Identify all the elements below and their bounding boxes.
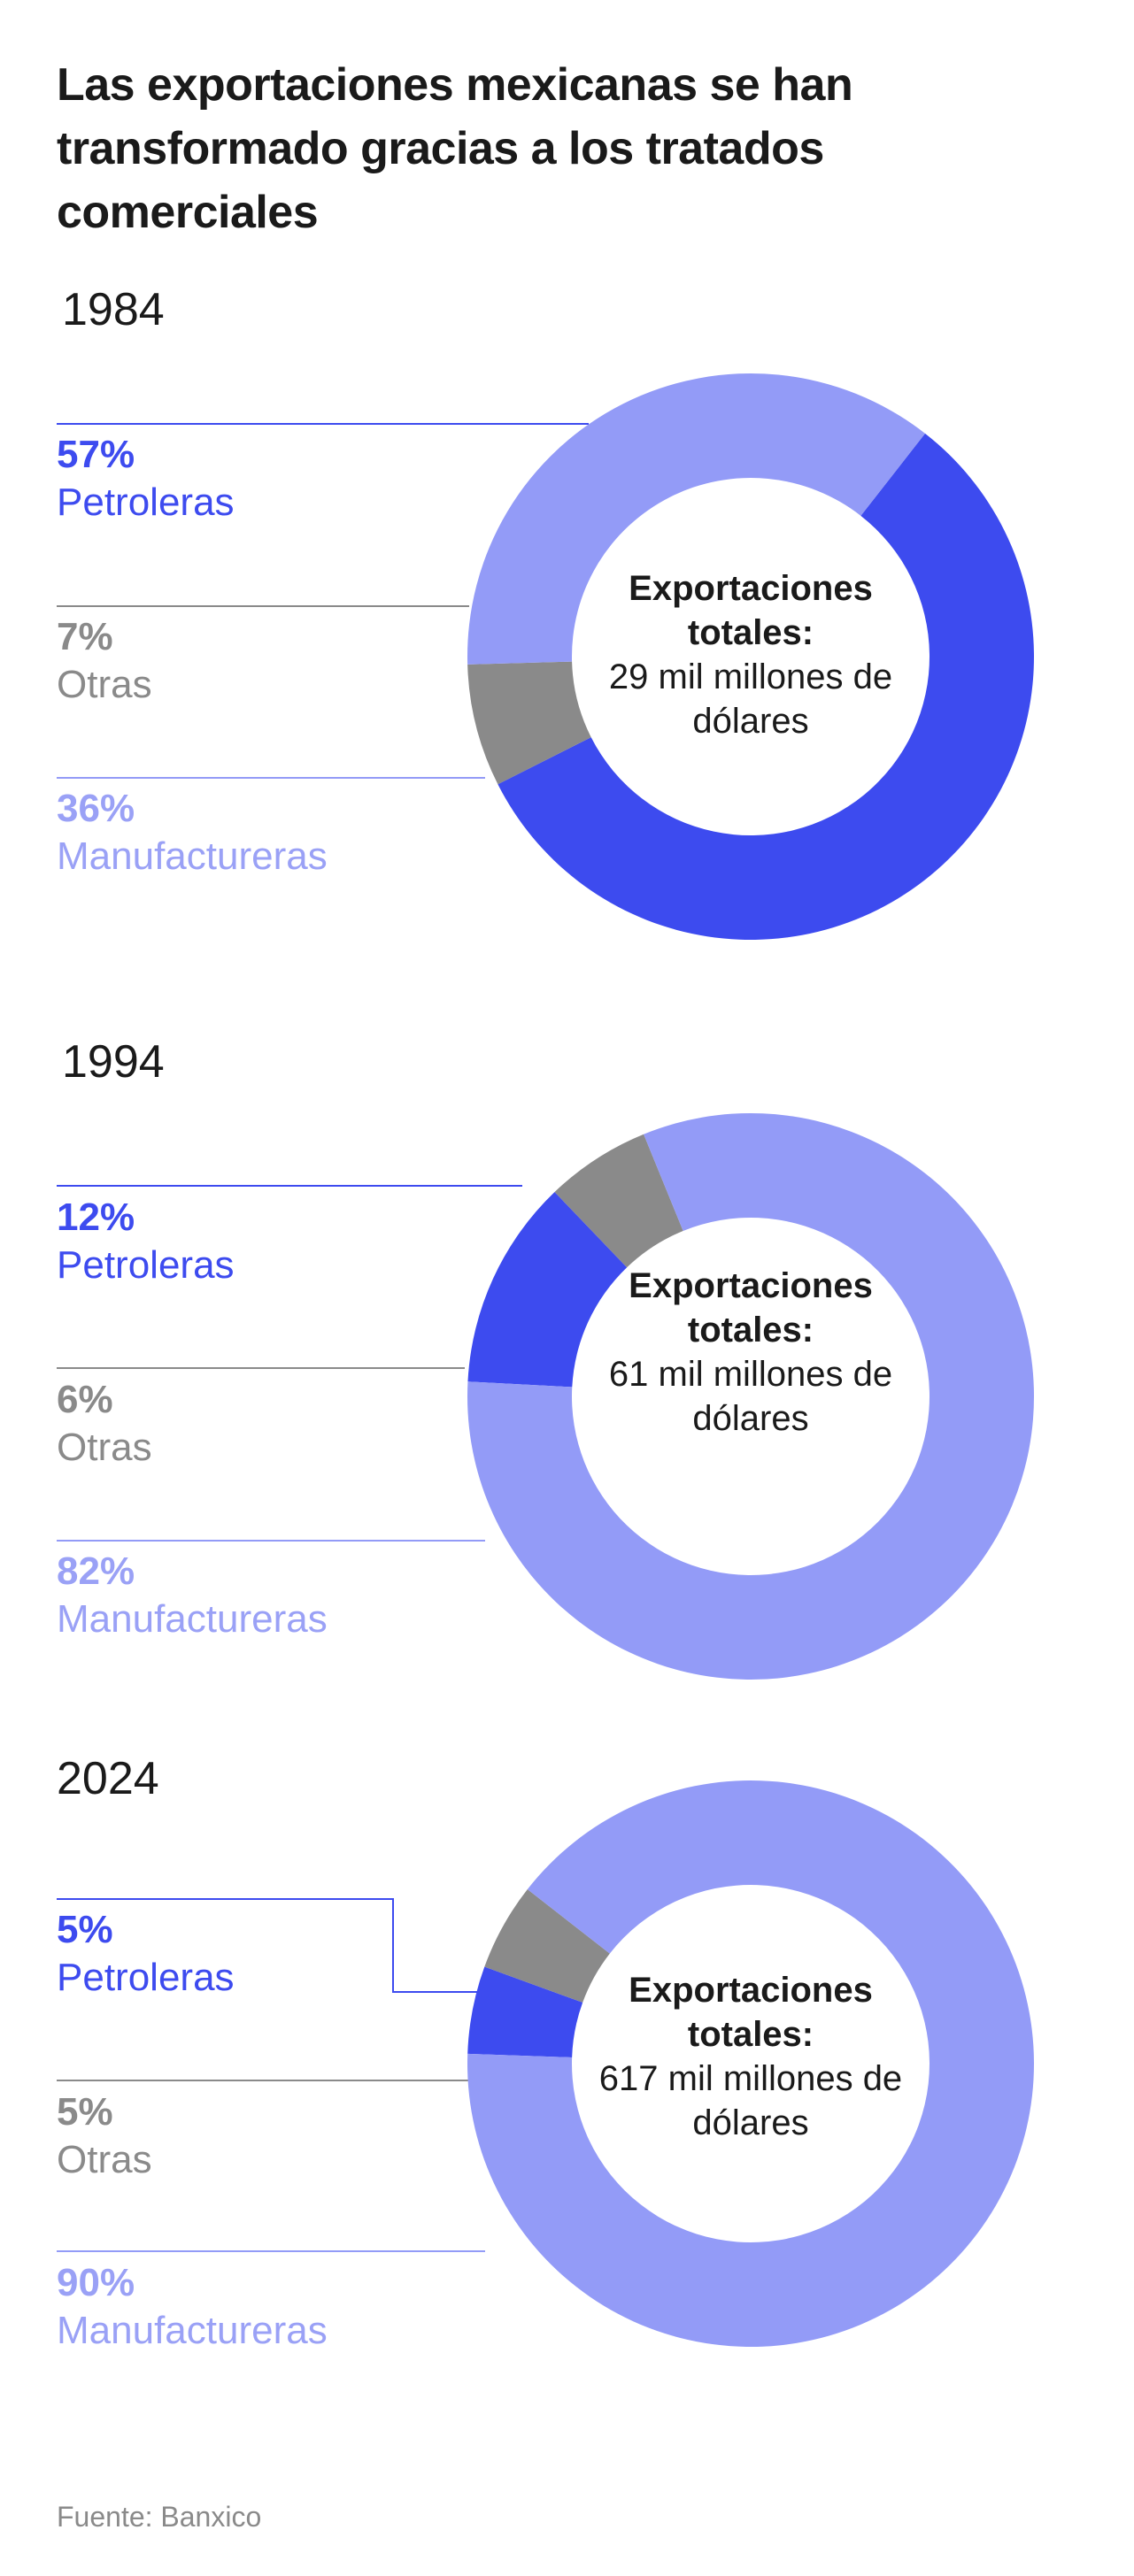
legend-otras-label: Otras bbox=[57, 1426, 152, 1469]
donut-center-label: Exportaciones totales: 617 mil millones … bbox=[591, 1968, 910, 2145]
legend-manufactureras-pct: 90% bbox=[57, 2261, 135, 2304]
year-label: 2024 bbox=[57, 1753, 159, 1804]
legend-lines bbox=[57, 423, 589, 779]
legend-petroleras-pct: 5% bbox=[57, 1908, 113, 1951]
legend-otras-pct: 6% bbox=[57, 1378, 113, 1421]
year-label: 1994 bbox=[62, 1036, 165, 1088]
donut-slice-petroleras bbox=[498, 433, 1034, 940]
legend-petroleras-pct: 57% bbox=[57, 433, 135, 476]
legend-petroleras: 12% Petroleras bbox=[57, 1195, 235, 1290]
legend-line-petroleras bbox=[57, 1898, 513, 1993]
legend-otras-label: Otras bbox=[57, 663, 152, 706]
legend-lines bbox=[57, 1185, 522, 1542]
legend-otras: 6% Otras bbox=[57, 1377, 152, 1473]
donut-slice-petroleras bbox=[467, 1192, 628, 1388]
donut-center-label: Exportaciones totales: 61 mil millones d… bbox=[591, 1264, 910, 1441]
legend-manufactureras-label: Manufactureras bbox=[57, 2309, 328, 2352]
donut-slice-petroleras bbox=[467, 1966, 583, 2057]
legend-petroleras-label: Petroleras bbox=[57, 481, 235, 524]
donut-chart-1984 bbox=[467, 373, 1034, 940]
center-heading: Exportaciones totales: bbox=[629, 1266, 873, 1350]
donut-slice-manufactureras bbox=[467, 1113, 1034, 1680]
center-value: 29 mil millones de dólares bbox=[608, 657, 893, 741]
legend-otras-pct: 5% bbox=[57, 2090, 113, 2134]
chart-title: Las exportaciones mexicanas se han trans… bbox=[57, 59, 853, 238]
legend-otras-pct: 7% bbox=[57, 615, 113, 658]
donut-chart-1994 bbox=[467, 1113, 1034, 1680]
donut-chart-2024 bbox=[467, 1780, 1034, 2347]
donut-slice-otras bbox=[484, 1888, 610, 2003]
source-note: Fuente: Banxico bbox=[57, 2501, 262, 2533]
center-value: 617 mil millones de dólares bbox=[598, 2059, 903, 2142]
panel-2024: 2024 5% Petroleras 5% Otras 90% Manufact… bbox=[0, 1752, 1134, 2513]
donut-slice-otras bbox=[554, 1134, 683, 1268]
legend-otras-label: Otras bbox=[57, 2138, 152, 2181]
donut-slice-manufactureras bbox=[467, 1780, 1034, 2347]
legend-manufactureras: 36% Manufactureras bbox=[57, 786, 328, 881]
center-value: 61 mil millones de dólares bbox=[608, 1355, 893, 1438]
legend-petroleras: 5% Petroleras bbox=[57, 1907, 235, 2003]
panel-1994: 1994 12% Petroleras 6% Otras 82% Manufac… bbox=[0, 1035, 1134, 1796]
legend-petroleras-label: Petroleras bbox=[57, 1956, 235, 1999]
legend-lines bbox=[57, 1898, 513, 2252]
legend-manufactureras-pct: 36% bbox=[57, 787, 135, 830]
donut-center-label: Exportaciones totales: 29 mil millones d… bbox=[591, 566, 910, 743]
legend-manufactureras: 82% Manufactureras bbox=[57, 1549, 328, 1644]
legend-petroleras-label: Petroleras bbox=[57, 1243, 235, 1287]
year-label: 1984 bbox=[62, 284, 165, 335]
donut-slice-manufactureras bbox=[467, 373, 926, 665]
donut-slice-otras bbox=[467, 661, 591, 785]
legend-manufactureras-pct: 82% bbox=[57, 1549, 135, 1593]
legend-manufactureras: 90% Manufactureras bbox=[57, 2260, 328, 2356]
legend-manufactureras-label: Manufactureras bbox=[57, 1597, 328, 1641]
legend-otras: 5% Otras bbox=[57, 2089, 152, 2185]
legend-otras: 7% Otras bbox=[57, 614, 152, 710]
legend-petroleras: 57% Petroleras bbox=[57, 432, 235, 527]
panel-1984: 1984 57% Petroleras 7% Otras 36% Manufac… bbox=[0, 283, 1134, 1044]
legend-petroleras-pct: 12% bbox=[57, 1196, 135, 1239]
center-heading: Exportaciones totales: bbox=[629, 1971, 873, 2054]
center-heading: Exportaciones totales: bbox=[629, 569, 873, 652]
legend-manufactureras-label: Manufactureras bbox=[57, 834, 328, 878]
